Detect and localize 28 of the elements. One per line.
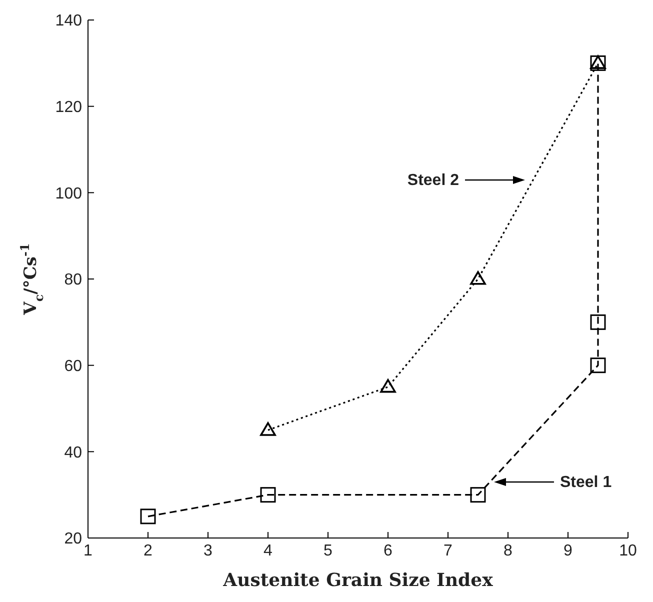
y-tick-label: 40: [64, 444, 82, 462]
y-tick-label: 120: [55, 99, 82, 116]
point: [260, 422, 276, 436]
x-tick-label: 9: [564, 542, 573, 560]
x-tick-label: 3: [204, 542, 213, 560]
annotation: Steel 1: [560, 474, 612, 491]
y-tick-label: 80: [64, 272, 82, 289]
x-axis-title: Austenite Grain Size Index: [222, 570, 494, 591]
y-tick-label: 100: [55, 185, 82, 202]
y-tick-label: 60: [64, 358, 82, 376]
x-tick-label: 6: [384, 542, 393, 560]
y-tick-label: 140: [55, 12, 82, 30]
point: [470, 271, 486, 285]
y-tick-label: 20: [64, 530, 82, 548]
x-tick-label: 1: [84, 542, 93, 560]
point: [590, 358, 606, 374]
point: [140, 508, 156, 524]
x-tick-label: 2: [144, 542, 153, 560]
x-tick-label: 8: [504, 542, 513, 560]
x-tick-label: 4: [264, 542, 273, 560]
point: [260, 487, 276, 503]
point: [470, 487, 486, 503]
x-tick-label: 7: [444, 542, 453, 560]
x-tick-label: 10: [619, 542, 637, 560]
annotation: Steel 2: [407, 172, 460, 189]
point: [380, 379, 396, 393]
x-tick-label: 5: [324, 542, 333, 560]
point: [590, 314, 606, 330]
